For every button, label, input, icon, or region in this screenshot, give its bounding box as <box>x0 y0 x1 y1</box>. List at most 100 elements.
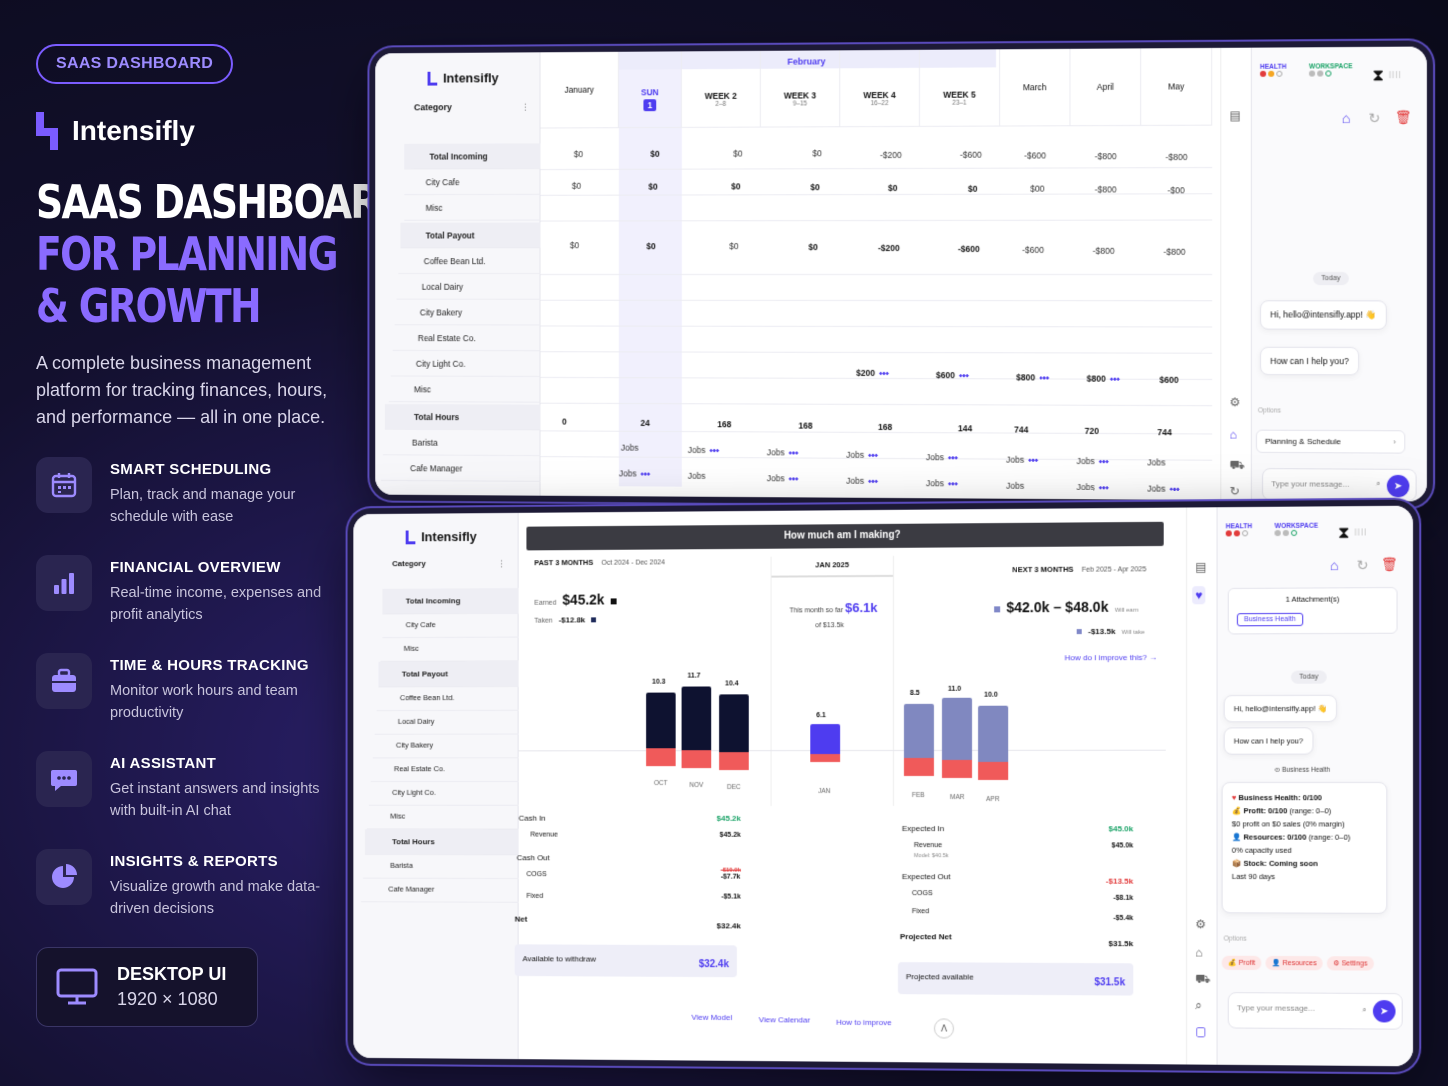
health-icon[interactable]: ♥ <box>1192 586 1205 604</box>
row-misc[interactable]: Misc <box>404 195 540 221</box>
send-button[interactable]: ➤ <box>1387 475 1410 497</box>
history-icon[interactable]: ↻ <box>1229 484 1239 498</box>
cell[interactable]: $0 <box>574 149 583 159</box>
row-city-light[interactable]: City Light Co. <box>391 351 541 377</box>
jobs-cell[interactable]: Jobs <box>767 447 799 457</box>
row-total-hours[interactable]: Total Hours <box>365 829 519 855</box>
col-week-4[interactable]: WEEK 4 16–22 <box>840 50 920 126</box>
row-coffee-bean[interactable]: Coffee Bean Ltd. <box>398 248 540 274</box>
message-input[interactable]: Type your message... ⌕ ➤ <box>1262 468 1417 501</box>
home-icon[interactable]: ⌂ <box>1342 110 1351 126</box>
row-misc-payout[interactable]: Misc <box>389 376 541 402</box>
cart-icon[interactable]: ⛟ <box>1229 458 1244 474</box>
col-april[interactable]: April <box>1070 48 1141 125</box>
cell[interactable]: 744 <box>1157 427 1171 437</box>
cell[interactable]: 0 <box>562 417 567 427</box>
row-city-light[interactable]: City Light Co. <box>369 780 519 806</box>
cell[interactable]: $0 <box>731 181 740 191</box>
cell[interactable]: $800 <box>1087 374 1120 384</box>
row-city-cafe[interactable]: City Cafe <box>404 169 540 195</box>
row-local-dairy[interactable]: Local Dairy <box>375 709 519 735</box>
row-city-bakery[interactable]: City Bakery <box>373 733 519 759</box>
cell[interactable]: $0 <box>650 149 659 159</box>
attachment-card[interactable]: 1 Attachment(s) Business Health <box>1228 587 1398 634</box>
row-barista[interactable]: Barista <box>363 853 519 879</box>
jobs-cell[interactable]: Jobs <box>767 473 799 483</box>
cell[interactable]: $0 <box>968 184 977 194</box>
how-to-improve-link[interactable]: How to improve <box>836 1018 891 1027</box>
cell[interactable]: $0 <box>808 242 817 252</box>
cell[interactable]: $0 <box>733 149 742 159</box>
jobs-cell[interactable]: Jobs <box>846 476 878 486</box>
jobs-cell[interactable]: Jobs <box>688 445 720 455</box>
cell[interactable]: -$800 <box>1165 152 1187 162</box>
cell[interactable]: $0 <box>572 181 581 191</box>
cell[interactable]: -$800 <box>1093 246 1115 256</box>
cell[interactable]: 720 <box>1085 426 1099 436</box>
row-misc-payout[interactable]: Misc <box>367 804 519 830</box>
book-icon[interactable]: ▤ <box>1229 108 1241 122</box>
projected-available[interactable]: Projected available $31.5k <box>898 962 1133 995</box>
hourglass-icon[interactable]: ⧗ <box>1372 67 1384 85</box>
jobs-cell[interactable]: Jobs <box>926 452 958 462</box>
jobs-cell[interactable]: Jobs <box>846 450 878 460</box>
cell[interactable]: -$200 <box>880 150 902 160</box>
col-march[interactable]: March <box>1000 49 1070 126</box>
cell[interactable]: 24 <box>640 418 649 428</box>
col-week-2[interactable]: WEEK 2 2–8 <box>682 51 761 127</box>
settings-icon[interactable]: ⚙ <box>1229 395 1240 409</box>
cell[interactable]: -$800 <box>1163 247 1185 257</box>
row-local-dairy[interactable]: Local Dairy <box>397 274 541 300</box>
chat-icon[interactable]: ▢ <box>1195 1024 1207 1038</box>
health-indicator[interactable]: HEALTH <box>1260 64 1286 79</box>
cell[interactable]: $600 <box>936 370 969 380</box>
search-icon[interactable]: ⌕ <box>1195 998 1202 1013</box>
store-icon[interactable]: ⌂ <box>1229 427 1236 441</box>
col-sun[interactable]: SUN 1 <box>619 51 682 127</box>
health-indicator[interactable]: HEALTH <box>1226 523 1252 538</box>
cell[interactable]: -$200 <box>878 243 900 253</box>
jobs-cell[interactable]: Jobs <box>619 468 650 478</box>
row-total-payout[interactable]: Total Payout <box>400 223 540 249</box>
settings-icon[interactable]: ⚙ <box>1195 917 1206 931</box>
row-cafe-manager[interactable]: Cafe Manager <box>381 455 541 482</box>
workspace-indicator[interactable]: WORKSPACE <box>1309 63 1352 78</box>
cell[interactable]: -$800 <box>1095 184 1117 194</box>
jobs-cell[interactable]: Jobs <box>1077 482 1109 492</box>
row-misc[interactable]: Misc <box>380 636 518 662</box>
chip-profit[interactable]: 💰 Profit <box>1222 956 1262 970</box>
cell[interactable]: -$600 <box>960 150 982 160</box>
refresh-icon[interactable]: ↻ <box>1368 110 1380 127</box>
cell[interactable]: $0 <box>729 241 738 251</box>
col-january[interactable]: January <box>541 52 619 128</box>
row-total-hours[interactable]: Total Hours <box>385 404 541 430</box>
row-real-estate[interactable]: Real Estate Co. <box>393 325 541 351</box>
row-total-incoming[interactable]: Total Incoming <box>404 143 540 169</box>
business-health-tag[interactable]: ⊙ Business Health <box>1275 766 1330 774</box>
home-icon[interactable]: ⌂ <box>1330 557 1339 573</box>
jobs-cell[interactable]: Jobs <box>1077 456 1109 466</box>
trash-icon[interactable]: 🗑 <box>1395 110 1412 126</box>
jobs-cell[interactable]: Jobs <box>926 478 958 488</box>
col-may[interactable]: May <box>1141 48 1212 125</box>
cell[interactable]: $00 <box>1030 184 1044 194</box>
workspace-indicator[interactable]: WORKSPACE <box>1275 523 1318 539</box>
cell[interactable]: 168 <box>878 422 892 432</box>
jobs-cell[interactable]: Jobs <box>1006 455 1038 465</box>
cell[interactable]: $600 <box>1159 375 1178 385</box>
option-planning[interactable]: Planning & Schedule › <box>1256 430 1405 454</box>
hourglass-icon[interactable]: ⧗ <box>1338 524 1350 542</box>
view-calendar-link[interactable]: View Calendar <box>759 1015 810 1024</box>
trash-icon[interactable]: 🗑 <box>1381 557 1398 573</box>
available-to-withdraw[interactable]: Available to withdraw $32.4k <box>515 944 737 977</box>
store-icon[interactable]: ⌂ <box>1195 945 1202 959</box>
cell[interactable]: $0 <box>646 241 655 251</box>
cell[interactable]: 168 <box>798 421 812 431</box>
cell[interactable]: $200 <box>856 368 889 378</box>
row-city-bakery[interactable]: City Bakery <box>395 300 541 326</box>
cell[interactable]: -$00 <box>1168 185 1185 195</box>
cell[interactable]: -$600 <box>1022 245 1044 255</box>
row-barista[interactable]: Barista <box>383 430 541 456</box>
jobs-cell[interactable]: Jobs <box>1006 481 1024 491</box>
jobs-cell[interactable]: Jobs <box>621 443 639 453</box>
